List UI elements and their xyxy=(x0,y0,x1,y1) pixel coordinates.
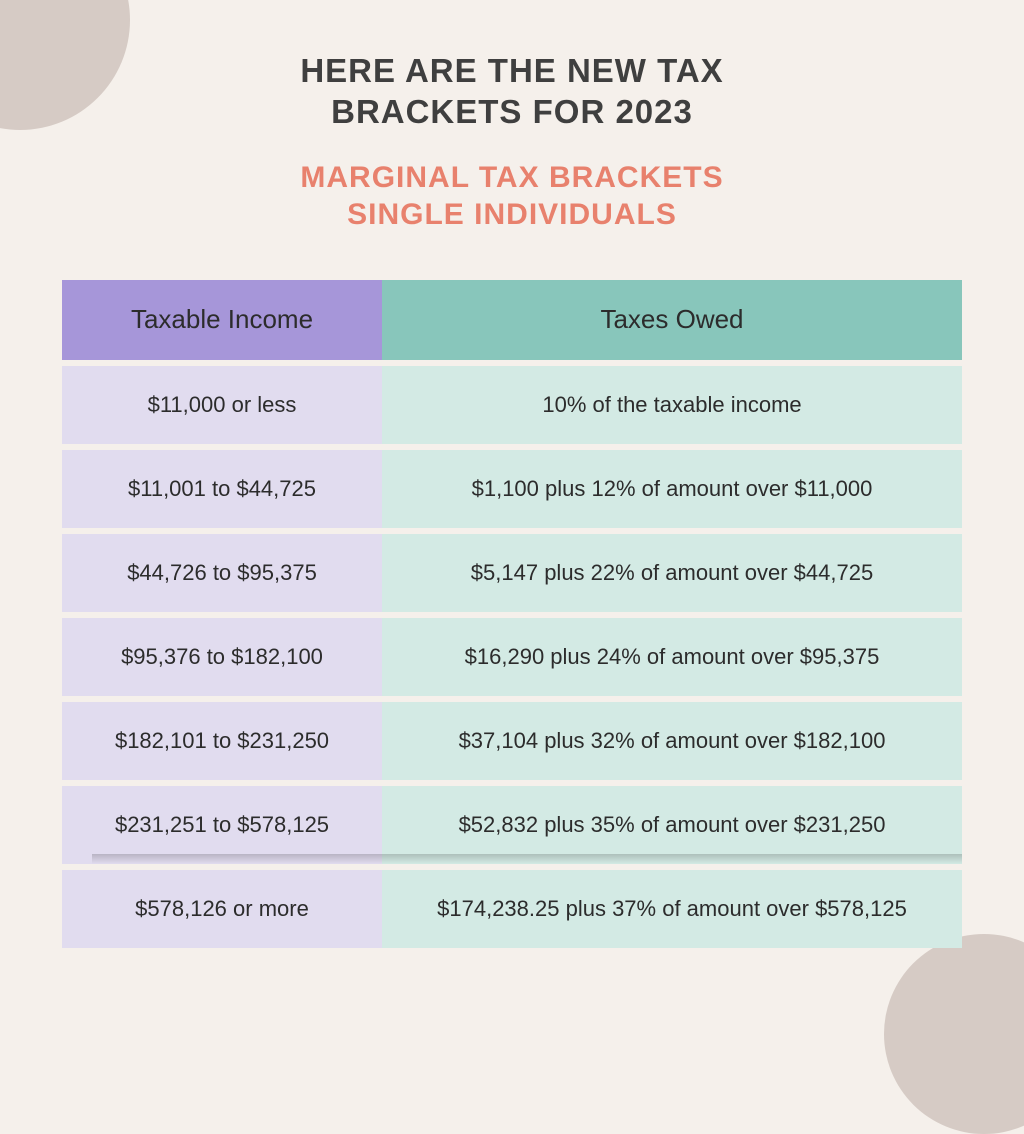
table-cell-income: $11,001 to $44,725 xyxy=(62,444,382,528)
table-cell-taxes: $16,290 plus 24% of amount over $95,375 xyxy=(382,612,962,696)
page-title: HERE ARE THE NEW TAX BRACKETS FOR 2023 xyxy=(300,50,723,133)
table-cell-income: $95,376 to $182,100 xyxy=(62,612,382,696)
table-cell-taxes: 10% of the taxable income xyxy=(382,360,962,444)
table-cell-taxes: $174,238.25 plus 37% of amount over $578… xyxy=(382,864,962,948)
table-cell-taxes: $37,104 plus 32% of amount over $182,100 xyxy=(382,696,962,780)
table-cell-income: $231,251 to $578,125 xyxy=(62,780,382,864)
page-subtitle: MARGINAL TAX BRACKETS SINGLE INDIVIDUALS xyxy=(300,159,723,234)
table-cell-income: $44,726 to $95,375 xyxy=(62,528,382,612)
table-cell-income: $11,000 or less xyxy=(62,360,382,444)
table-cell-taxes: $1,100 plus 12% of amount over $11,000 xyxy=(382,444,962,528)
column-header-taxes: Taxes Owed xyxy=(382,280,962,360)
table-cell-taxes: $52,832 plus 35% of amount over $231,250 xyxy=(382,780,962,864)
table-cell-taxes: $5,147 plus 22% of amount over $44,725 xyxy=(382,528,962,612)
table-cell-income: $578,126 or more xyxy=(62,864,382,948)
tax-brackets-table: Taxable Income Taxes Owed $11,000 or les… xyxy=(62,280,962,948)
table-cell-income: $182,101 to $231,250 xyxy=(62,696,382,780)
infographic-container: HERE ARE THE NEW TAX BRACKETS FOR 2023 M… xyxy=(0,0,1024,1024)
column-header-income: Taxable Income xyxy=(62,280,382,360)
